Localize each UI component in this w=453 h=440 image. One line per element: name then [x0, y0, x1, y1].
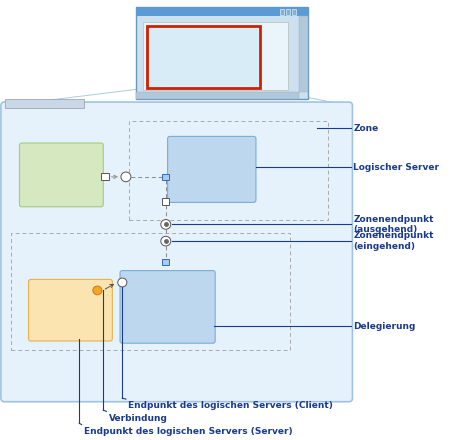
- FancyBboxPatch shape: [168, 136, 256, 202]
- FancyBboxPatch shape: [147, 26, 260, 88]
- FancyBboxPatch shape: [292, 9, 296, 15]
- Circle shape: [161, 220, 171, 229]
- FancyBboxPatch shape: [143, 22, 288, 90]
- FancyBboxPatch shape: [280, 9, 284, 15]
- FancyBboxPatch shape: [29, 279, 112, 341]
- FancyBboxPatch shape: [136, 7, 308, 16]
- Text: Delegierung: Delegierung: [353, 322, 416, 331]
- Circle shape: [118, 278, 127, 287]
- FancyBboxPatch shape: [299, 16, 308, 92]
- FancyBboxPatch shape: [136, 92, 299, 99]
- FancyBboxPatch shape: [101, 173, 109, 180]
- Circle shape: [121, 172, 131, 182]
- Text: Zonenendpunkt
(ausgehend): Zonenendpunkt (ausgehend): [353, 215, 434, 234]
- FancyBboxPatch shape: [19, 143, 103, 207]
- FancyBboxPatch shape: [149, 28, 258, 86]
- Circle shape: [93, 286, 102, 295]
- Text: Endpunkt des logischen Servers (Client): Endpunkt des logischen Servers (Client): [128, 401, 333, 410]
- Text: Logischer Server: Logischer Server: [353, 163, 439, 172]
- Text: Verbindung: Verbindung: [109, 414, 168, 422]
- Text: Endpunkt des logischen Servers (Server): Endpunkt des logischen Servers (Server): [84, 427, 293, 436]
- Circle shape: [161, 236, 171, 246]
- FancyBboxPatch shape: [162, 173, 169, 180]
- FancyBboxPatch shape: [1, 102, 352, 402]
- Text: Zone: Zone: [353, 124, 379, 133]
- FancyBboxPatch shape: [162, 258, 169, 265]
- FancyBboxPatch shape: [136, 7, 308, 99]
- FancyBboxPatch shape: [120, 271, 215, 343]
- Text: Zonenendpunkt
(eingehend): Zonenendpunkt (eingehend): [353, 231, 434, 251]
- FancyBboxPatch shape: [286, 9, 290, 15]
- FancyBboxPatch shape: [5, 99, 84, 108]
- FancyBboxPatch shape: [162, 198, 169, 205]
